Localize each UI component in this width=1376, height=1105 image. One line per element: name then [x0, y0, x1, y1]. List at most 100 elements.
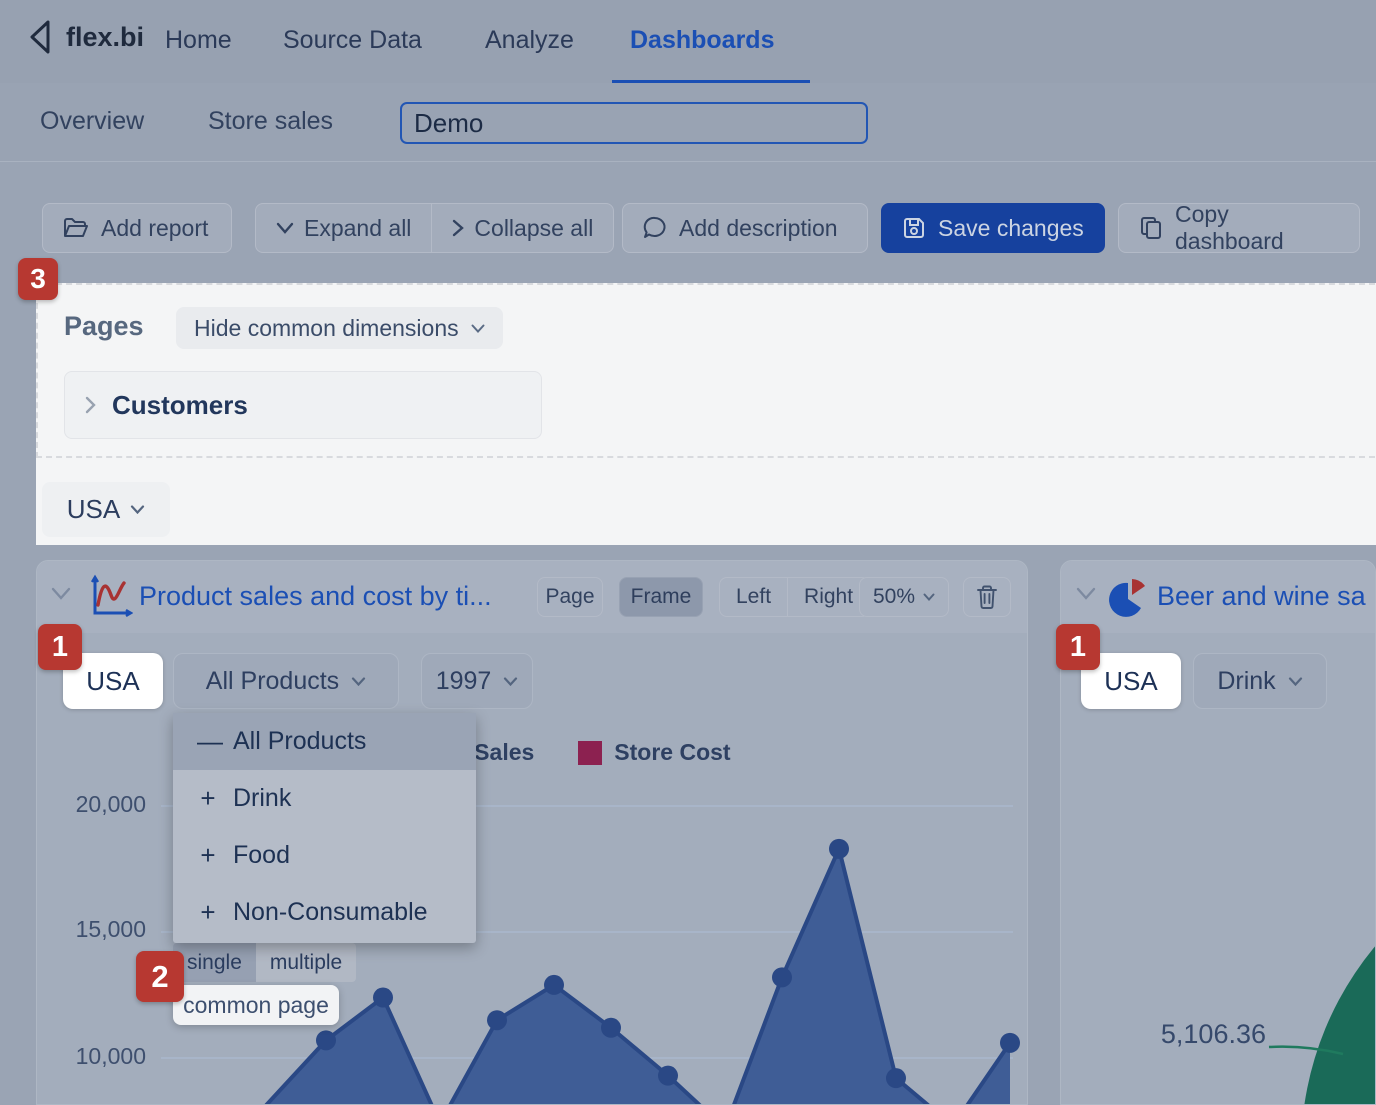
expand-plus-icon: +	[200, 783, 216, 813]
data-point	[544, 974, 564, 995]
zoom-level-dropdown[interactable]: 50%	[859, 577, 949, 617]
data-point	[373, 987, 393, 1008]
tab-store-sales[interactable]: Store sales	[208, 107, 334, 135]
pages-title: Pages	[64, 311, 144, 341]
chevron-down-icon	[471, 324, 485, 333]
pages-drop-zone: Pages Hide common dimensions Customers	[36, 283, 1375, 458]
pie-chart-icon	[1109, 575, 1151, 619]
product-dropdown-menu: — All Products + Drink + Food + Non-Cons…	[173, 713, 476, 943]
brand[interactable]: flex.bi	[28, 20, 144, 54]
scope-tab-single[interactable]: single	[173, 943, 256, 982]
pie-slice-value-label: 5,106.36	[1160, 1019, 1266, 1049]
y-axis-tick: 15,000	[75, 916, 146, 942]
chevron-down-icon	[276, 222, 294, 234]
page-filter-usa-dropdown[interactable]: USA	[42, 482, 170, 537]
product-filter-label: All Products	[205, 666, 340, 695]
page-filter-label: USA	[66, 494, 121, 524]
flexbi-logo-icon	[28, 20, 58, 54]
chevron-down-icon	[351, 676, 366, 686]
collapse-chevron-icon[interactable]	[51, 587, 71, 600]
data-point	[886, 1068, 906, 1089]
dashboard-tabs-bar: Overview Store sales	[0, 83, 1376, 162]
right-report-title[interactable]: Beer and wine sa	[1157, 581, 1366, 611]
add-description-button[interactable]: Add description	[622, 203, 868, 253]
year-filter-label: 1997	[435, 666, 492, 695]
zoom-level-label: 50%	[872, 585, 916, 608]
add-report-button[interactable]: Add report	[42, 203, 232, 253]
page-mode-button[interactable]: Page	[537, 577, 603, 617]
legend-swatch-store-cost	[578, 740, 603, 765]
left-report-header: Product sales and cost by ti... Page Fra…	[37, 561, 1027, 633]
chevron-right-icon	[85, 396, 96, 414]
pie-slice	[1304, 946, 1375, 1104]
menu-item-label: Food	[233, 841, 290, 869]
left-report-panel: Product sales and cost by ti... Page Fra…	[36, 560, 1028, 1105]
step-badge-3: 3	[18, 258, 58, 300]
chevron-down-icon	[1288, 676, 1303, 686]
nav-item-home[interactable]: Home	[165, 26, 232, 54]
add-report-label: Add report	[101, 214, 209, 241]
active-tab-underline	[612, 80, 810, 84]
product-filter-dropdown[interactable]: All Products	[173, 653, 399, 709]
floppy-disk-icon	[902, 216, 926, 240]
tab-overview[interactable]: Overview	[40, 107, 145, 135]
year-filter-dropdown[interactable]: 1997	[421, 653, 533, 709]
top-nav: flex.bi Home Source Data Analyze Dashboa…	[0, 0, 1376, 84]
nav-item-source-data[interactable]: Source Data	[283, 26, 422, 54]
pages-panel: Pages Hide common dimensions Customers U…	[36, 283, 1376, 545]
collapse-minus-icon: —	[197, 726, 223, 756]
y-axis-tick: 10,000	[75, 1043, 146, 1069]
left-report-title[interactable]: Product sales and cost by ti...	[139, 581, 492, 611]
chevron-right-icon	[452, 219, 465, 237]
collapse-chevron-icon[interactable]	[1076, 587, 1096, 600]
dimension-row-customers[interactable]: Customers	[64, 371, 542, 439]
add-description-label: Add description	[679, 214, 838, 241]
menu-item-label: Non-Consumable	[233, 898, 428, 926]
data-point	[487, 1010, 507, 1031]
expand-plus-icon: +	[200, 840, 216, 870]
data-point	[601, 1017, 621, 1038]
expand-all-label: Expand all	[304, 214, 412, 241]
pie-label-leader-line	[1268, 1045, 1344, 1056]
right-report-header: Beer and wine sa	[1061, 561, 1375, 633]
menu-item-all-products[interactable]: — All Products	[173, 713, 476, 770]
common-page-tooltip: common page	[173, 985, 339, 1025]
folder-open-icon	[63, 217, 89, 239]
chevron-down-icon	[923, 593, 935, 601]
align-right-button[interactable]: Right	[787, 578, 869, 616]
frame-mode-button[interactable]: Frame	[619, 577, 703, 617]
nav-item-analyze[interactable]: Analyze	[485, 26, 574, 54]
align-left-button[interactable]: Left	[736, 585, 772, 608]
align-group: Left Right	[719, 577, 871, 617]
copy-dashboard-button[interactable]: Copy dashboard	[1118, 201, 1360, 254]
dashboard-name-input[interactable]	[400, 102, 868, 144]
save-changes-button[interactable]: Save changes	[881, 203, 1105, 253]
data-point	[772, 967, 792, 988]
step-badge-1-left: 1	[38, 624, 82, 670]
menu-item-drink[interactable]: + Drink	[173, 770, 476, 827]
page-scope-tabs: single multiple	[173, 943, 357, 982]
step-badge-1-right: 1	[1056, 624, 1100, 670]
speech-bubble-icon	[643, 216, 667, 240]
drink-filter-dropdown[interactable]: Drink	[1193, 653, 1327, 709]
delete-report-button[interactable]	[963, 577, 1011, 617]
copy-dashboard-label: Copy dashboard	[1175, 201, 1284, 254]
expand-all-button[interactable]: Expand all	[256, 204, 431, 252]
nav-item-dashboards[interactable]: Dashboards	[630, 26, 775, 54]
collapse-all-button[interactable]: Collapse all	[431, 204, 613, 252]
brand-label: flex.bi	[66, 21, 145, 52]
line-chart-icon	[87, 573, 133, 621]
menu-item-food[interactable]: + Food	[173, 827, 476, 884]
menu-item-non-consumable[interactable]: + Non-Consumable	[173, 884, 476, 941]
expand-collapse-group: Expand all Collapse all	[255, 203, 615, 253]
legend-item-store-cost[interactable]: Store Cost	[614, 739, 731, 765]
trash-icon	[976, 585, 998, 609]
chevron-down-icon	[503, 676, 518, 686]
scope-tab-multiple[interactable]: multiple	[255, 943, 357, 982]
hide-common-dimensions-dropdown[interactable]: Hide common dimensions	[176, 307, 503, 349]
right-report-panel: Beer and wine sa USA Drink 5,106.36	[1060, 560, 1376, 1105]
hide-common-dimensions-label: Hide common dimensions	[194, 314, 459, 341]
copy-icon	[1139, 216, 1163, 240]
collapse-all-label: Collapse all	[474, 214, 594, 241]
